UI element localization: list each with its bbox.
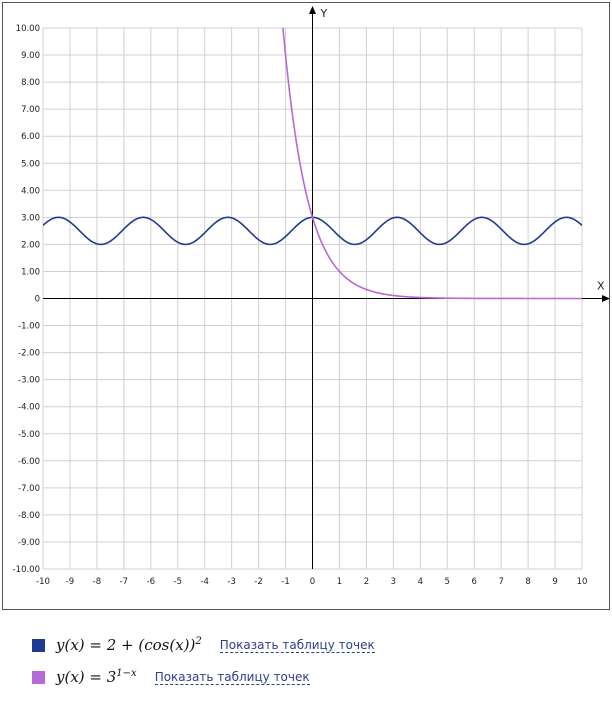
x-tick-label: 8	[525, 577, 530, 587]
x-tick-label: -2	[254, 577, 262, 587]
y-tick-label: -8.00	[18, 511, 40, 521]
y-tick-label: -3.00	[18, 376, 40, 386]
x-tick-label: 7	[498, 577, 503, 587]
series-line-2	[282, 28, 582, 300]
x-tick-label: -3	[227, 577, 235, 587]
x-tick-label: 9	[552, 577, 557, 587]
x-axis-arrow	[602, 295, 609, 302]
show-points-table-link-1[interactable]: Показать таблицу точек	[219, 637, 375, 653]
y-tick-label: 5.00	[21, 159, 40, 169]
show-points-table-link-2[interactable]: Показать таблицу точек	[154, 669, 310, 685]
y-tick-label: -10.00	[13, 565, 40, 575]
y-axis-label: Y	[320, 7, 328, 20]
y-tick-label: -5.00	[18, 430, 40, 440]
y-tick-label: 6.00	[21, 132, 40, 142]
x-tick-label: 6	[471, 577, 476, 587]
curves	[43, 28, 582, 300]
x-tick-label: -8	[93, 577, 101, 587]
x-tick-label: -7	[120, 577, 128, 587]
y-tick-label: 9.00	[21, 51, 40, 61]
x-tick-label: 10	[577, 577, 588, 587]
y-tick-label: 2.00	[21, 240, 40, 250]
y-tick-label: -6.00	[18, 457, 40, 467]
y-tick-label: -4.00	[18, 403, 40, 413]
x-tick-label: 3	[391, 577, 396, 587]
x-tick-label: 5	[445, 577, 450, 587]
y-tick-label: -9.00	[18, 538, 40, 548]
y-tick-label: -2.00	[18, 349, 40, 359]
x-tick-label: -10	[36, 577, 50, 587]
y-tick-label: 3.00	[21, 213, 40, 223]
plot-area: XY-10 -9 -8 -7 -6 -5 -4 -3 -2 -1 0 1 2 3 4 5 6 7 8 9 1010.00…	[13, 6, 609, 587]
legend-formula-1: y(x) = 2 + (cos(x))2	[56, 636, 202, 654]
y-tick-label: 7.00	[21, 105, 40, 115]
x-tick-label: -4	[200, 577, 208, 587]
legend-item-2: y(x) = 31−x Показать таблицу точек	[32, 666, 310, 688]
legend-swatch-blue	[32, 638, 45, 652]
x-tick-label: 1	[337, 577, 342, 587]
x-tick-label: 0	[310, 577, 315, 587]
plot-frame: X Y -10 -9 -8 -7 -6 -5 -4 -3 -2 -1 0 1 2 3 4 5 6 7 8 9 10 10.00…	[2, 2, 610, 610]
y-axis-arrow	[309, 6, 316, 14]
y-tick-label: -7.00	[18, 484, 40, 494]
tick-labels: XY-10 -9 -8 -7 -6 -5 -4 -3 -2 -1 0 1 2 3 4 5 6 7 8 9 1010.00…	[13, 7, 605, 587]
x-tick-label: 4	[418, 577, 423, 587]
y-tick-label: -1.00	[18, 322, 40, 332]
x-tick-label: -5	[174, 577, 182, 587]
y-tick-label: 1.00	[21, 267, 40, 277]
y-tick-label: 10.00	[16, 24, 40, 34]
axes	[43, 6, 609, 569]
x-tick-label: -9	[66, 577, 74, 587]
x-axis-label: X	[597, 280, 605, 293]
y-tick-label: 0	[35, 295, 40, 305]
legend-item-1: y(x) = 2 + (cos(x))2 Показать таблицу то…	[32, 634, 375, 656]
legend-swatch-violet	[32, 670, 45, 684]
x-tick-label: 2	[364, 577, 369, 587]
x-tick-label: -1	[281, 577, 289, 587]
legend-formula-2: y(x) = 31−x	[56, 668, 137, 686]
x-tick-label: -6	[147, 577, 155, 587]
y-tick-label: 8.00	[21, 78, 40, 88]
y-tick-label: 4.00	[21, 186, 40, 196]
